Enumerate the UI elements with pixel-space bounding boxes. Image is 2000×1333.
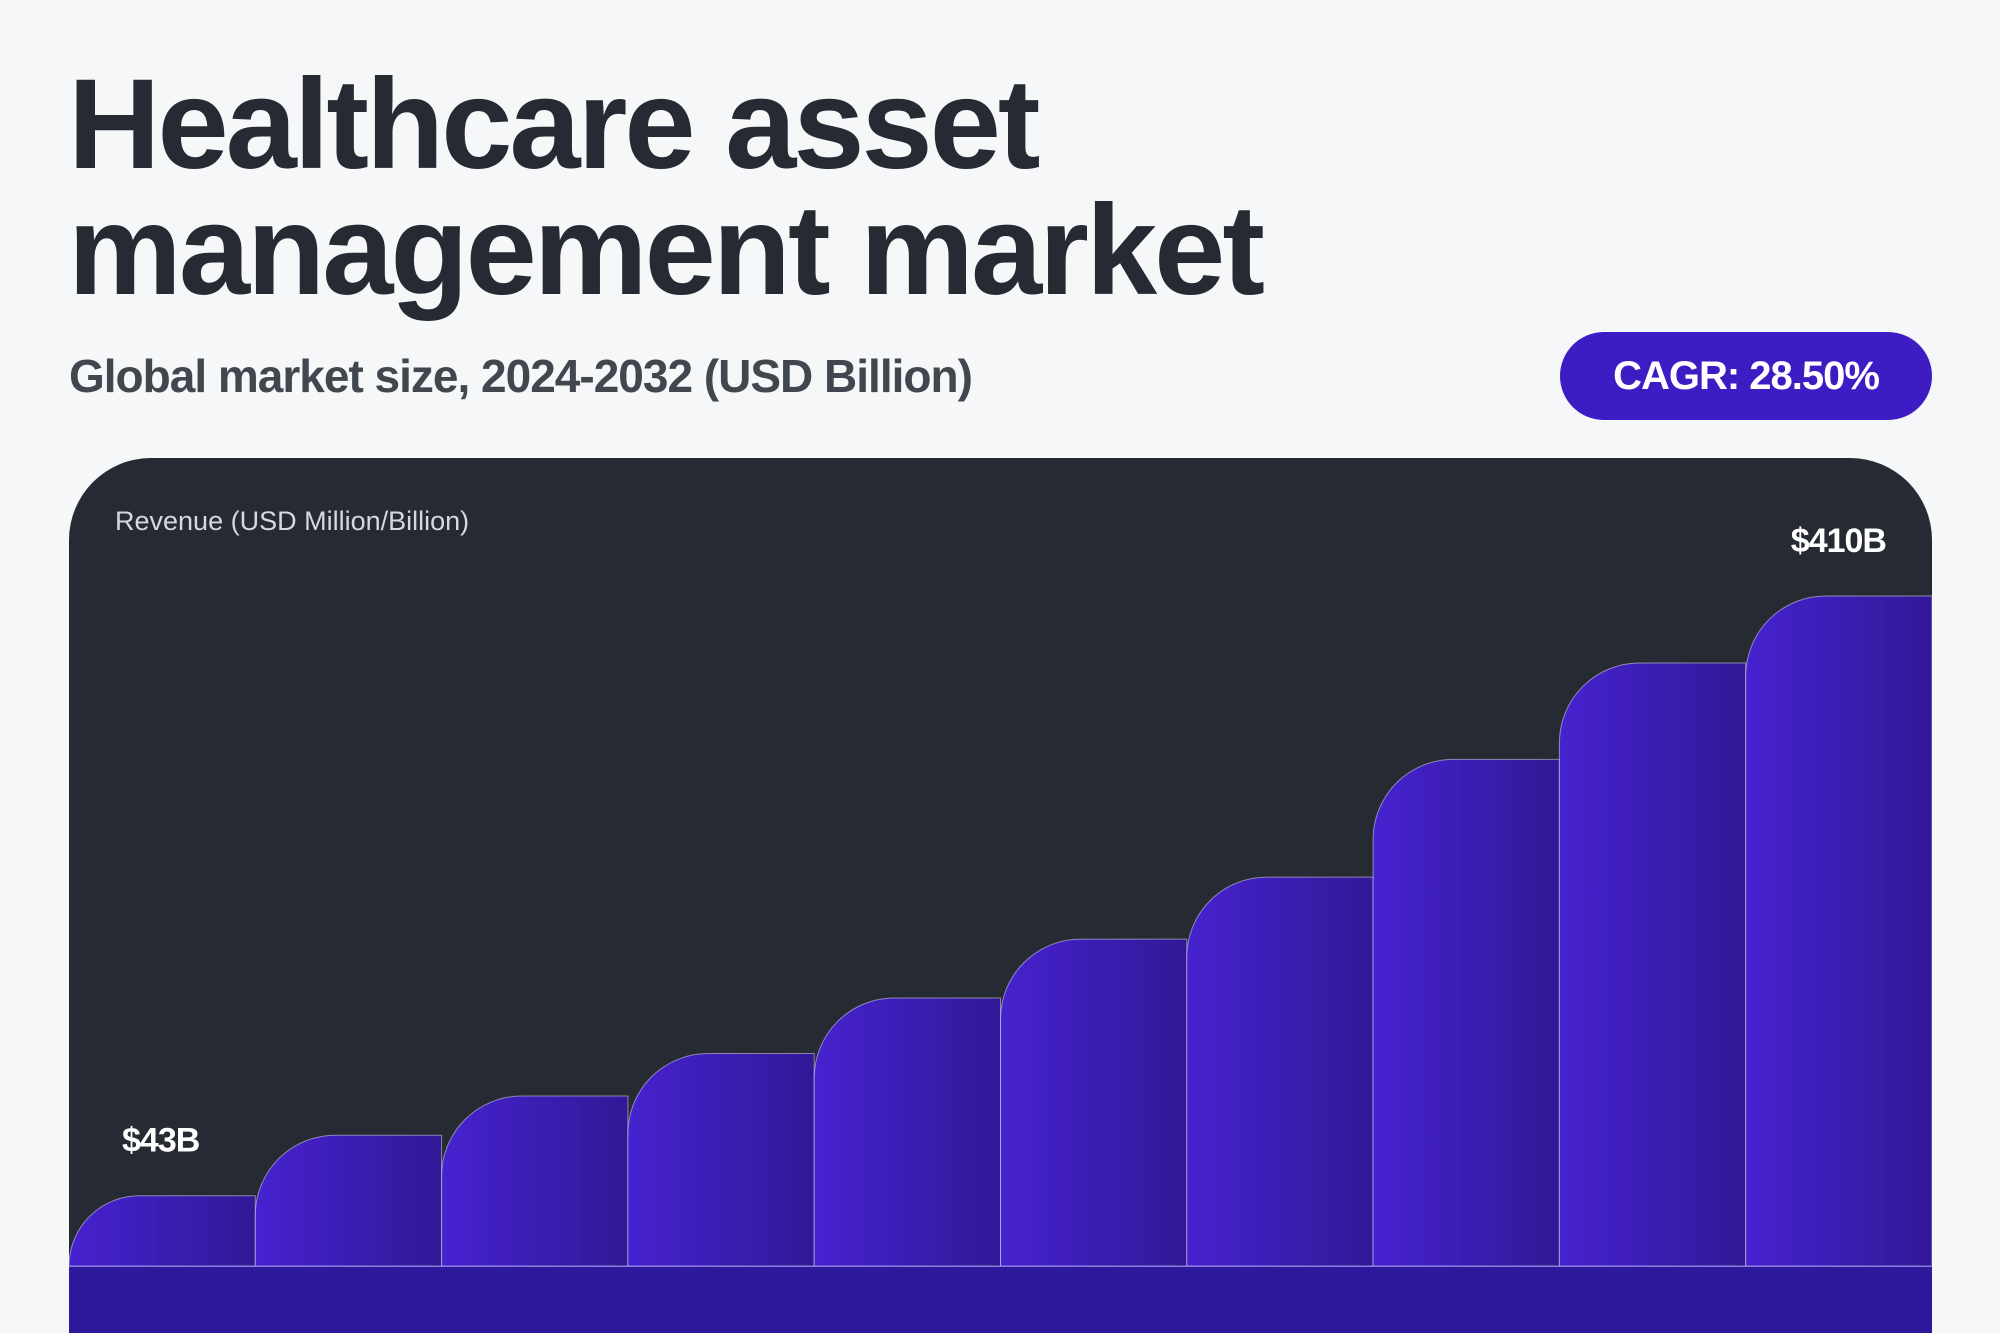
year-axis-band: [69, 1266, 1932, 1333]
bar-2027: [813, 997, 1001, 1267]
bar-2031: [1558, 662, 1747, 1267]
bar-chart: 2023202420252026202720282029203020312032…: [69, 522, 1932, 1315]
bar-2023: [69, 1195, 256, 1267]
bar-2024: [254, 1134, 443, 1267]
y-axis-label: Revenue (USD Million/Billion): [115, 506, 470, 536]
title-line-2: management market: [68, 179, 1265, 322]
chart-panel: Revenue (USD Million/Billion) 2023202420…: [69, 458, 1932, 1333]
bar-2029: [1186, 876, 1374, 1267]
bar-2032: [1745, 595, 1932, 1267]
chart-subtitle: Global market size, 2024-2032 (USD Billi…: [69, 350, 973, 402]
chart-title: Healthcare asset management market: [68, 53, 1265, 322]
title-line-1: Healthcare asset: [68, 53, 1040, 196]
bar-2026: [627, 1053, 815, 1267]
cagr-badge: CAGR: 28.50%: [1560, 332, 1932, 420]
bar-2025: [441, 1095, 629, 1267]
data-label-2023: $43B: [122, 1122, 200, 1160]
bar-2028: [1000, 938, 1188, 1267]
bar-2030: [1372, 758, 1560, 1267]
data-label-2032: $410B: [1791, 522, 1887, 560]
